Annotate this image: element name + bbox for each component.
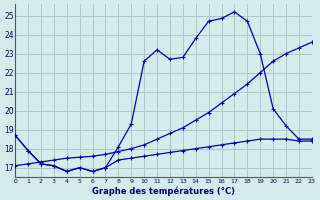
X-axis label: Graphe des températures (°C): Graphe des températures (°C) (92, 186, 235, 196)
